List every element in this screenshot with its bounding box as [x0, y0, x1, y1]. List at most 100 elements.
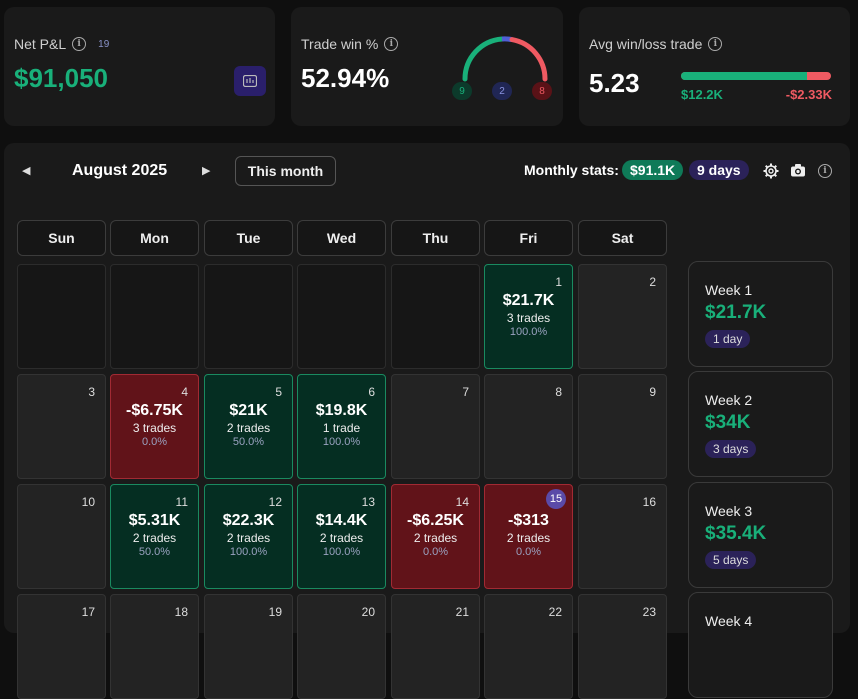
- monthly-days-badge: 9 days: [689, 160, 749, 180]
- day-trades: 1 trade: [322, 421, 361, 435]
- today-day-number: 15: [546, 489, 566, 509]
- calendar-day-21[interactable]: 21: [391, 594, 480, 699]
- calendar-day-8[interactable]: 8: [484, 374, 573, 479]
- day-number: 17: [81, 605, 95, 619]
- calendar-day-11[interactable]: 11 $5.31K 2 trades 50.0%: [110, 484, 199, 589]
- week-pnl: $34K: [705, 412, 751, 433]
- day-number: 8: [555, 385, 562, 399]
- day-trades: 2 trades: [319, 531, 364, 545]
- day-pnl: $21K: [229, 402, 268, 419]
- calendar-cell-empty: [204, 264, 293, 369]
- calendar-day-19[interactable]: 19: [204, 594, 293, 699]
- day-win-rate: 100.0%: [322, 546, 361, 558]
- weekday-header-wed: Wed: [297, 220, 386, 256]
- week-days-badge: 5 days: [705, 551, 757, 569]
- net-pnl-label: Net P&L: [14, 36, 67, 52]
- calendar-day-6[interactable]: 6 $19.8K 1 trade 100.0%: [297, 374, 386, 479]
- day-win-rate: 0.0%: [422, 546, 449, 558]
- breakeven-count-badge: 2: [492, 82, 512, 100]
- week-summary-4[interactable]: Week 4: [688, 592, 833, 698]
- day-pnl: $19.8K: [315, 402, 368, 419]
- avg-win-value: $12.2K: [681, 87, 723, 102]
- day-pnl: -$6.25K: [407, 512, 464, 529]
- win-rate-gauge: [462, 36, 548, 82]
- day-number: 9: [649, 385, 656, 399]
- day-number: 2: [649, 275, 656, 289]
- net-pnl-value: $91,050: [14, 63, 108, 93]
- info-icon[interactable]: i: [818, 164, 832, 178]
- info-icon[interactable]: i: [708, 37, 723, 51]
- week-days-badge: 1 day: [705, 330, 751, 348]
- calendar-day-13[interactable]: 13 $14.4K 2 trades 100.0%: [297, 484, 386, 589]
- calendar-day-2[interactable]: 2: [578, 264, 667, 369]
- calendar-day-1[interactable]: 1 $21.7K 3 trades 100.0%: [484, 264, 573, 369]
- calendar-cell-empty: [391, 264, 480, 369]
- day-number: 21: [455, 605, 469, 619]
- trade-win-label: Trade win %: [301, 36, 379, 52]
- calendar-day-7[interactable]: 7: [391, 374, 480, 479]
- camera-icon[interactable]: [790, 163, 806, 178]
- day-number: 13: [361, 495, 375, 509]
- calendar-day-20[interactable]: 20: [297, 594, 386, 699]
- calendar-day-10[interactable]: 10: [17, 484, 106, 589]
- day-trades: 3 trades: [506, 311, 551, 325]
- weekday-header-fri: Fri: [484, 220, 573, 256]
- avg-loss-value: -$2.33K: [785, 87, 832, 102]
- calendar-day-5[interactable]: 5 $21K 2 trades 50.0%: [204, 374, 293, 479]
- pnl-chart-button[interactable]: [234, 66, 266, 96]
- day-number: 3: [88, 385, 95, 399]
- day-win-rate: 100.0%: [509, 326, 548, 338]
- day-win-rate: 100.0%: [229, 546, 268, 558]
- net-pnl-count: 19: [98, 38, 110, 50]
- calendar-day-23[interactable]: 23: [578, 594, 667, 699]
- calendar-day-16[interactable]: 16: [578, 484, 667, 589]
- net-pnl-card: Net P&L i 19 $91,050: [4, 7, 275, 126]
- day-win-rate: 50.0%: [138, 546, 171, 558]
- calendar-day-22[interactable]: 22: [484, 594, 573, 699]
- calendar-day-18[interactable]: 18: [110, 594, 199, 699]
- winloss-bar: [681, 72, 831, 80]
- info-icon[interactable]: i: [72, 37, 87, 51]
- monthly-stats-label: Monthly stats:: [524, 162, 619, 178]
- day-win-rate: 0.0%: [141, 436, 168, 448]
- week-label: Week 3: [705, 503, 753, 519]
- calendar-day-17[interactable]: 17: [17, 594, 106, 699]
- day-trades: 2 trades: [506, 531, 551, 545]
- day-win-rate: 100.0%: [322, 436, 361, 448]
- week-days-badge: 3 days: [705, 440, 757, 458]
- day-trades: 2 trades: [132, 531, 177, 545]
- day-number: 1: [555, 275, 562, 289]
- day-win-rate: 0.0%: [515, 546, 542, 558]
- day-number: 14: [455, 495, 469, 509]
- gear-icon[interactable]: [763, 163, 779, 179]
- this-month-button[interactable]: This month: [235, 156, 336, 186]
- day-number: 18: [174, 605, 188, 619]
- calendar-cell-empty: [110, 264, 199, 369]
- day-pnl: -$313: [508, 512, 549, 529]
- day-number: 16: [642, 495, 656, 509]
- prev-month-button[interactable]: ◀: [22, 165, 31, 177]
- week-summary-2[interactable]: Week 2 $34K 3 days: [688, 371, 833, 477]
- calendar-cell-empty: [17, 264, 106, 369]
- week-pnl: $35.4K: [705, 523, 767, 544]
- week-summary-1[interactable]: Week 1 $21.7K 1 day: [688, 261, 833, 367]
- wins-count-badge: 9: [452, 82, 472, 100]
- losses-count-badge: 8: [532, 82, 552, 100]
- info-icon[interactable]: i: [384, 37, 399, 51]
- calendar-day-14[interactable]: 14 -$6.25K 2 trades 0.0%: [391, 484, 480, 589]
- month-title: August 2025: [72, 162, 168, 179]
- week-label: Week 4: [705, 613, 753, 629]
- weekday-header-tue: Tue: [204, 220, 293, 256]
- day-number: 10: [81, 495, 95, 509]
- week-summary-3[interactable]: Week 3 $35.4K 5 days: [688, 482, 833, 588]
- calendar-day-9[interactable]: 9: [578, 374, 667, 479]
- day-number: 6: [368, 385, 375, 399]
- calendar-day-12[interactable]: 12 $22.3K 2 trades 100.0%: [204, 484, 293, 589]
- calendar-day-3[interactable]: 3: [17, 374, 106, 479]
- next-month-button[interactable]: ▶: [202, 165, 211, 177]
- day-number: 11: [175, 495, 188, 509]
- calendar-day-15[interactable]: 15 -$313 2 trades 0.0%: [484, 484, 573, 589]
- day-pnl: $21.7K: [502, 292, 555, 309]
- calendar-day-4[interactable]: 4 -$6.75K 3 trades 0.0%: [110, 374, 199, 479]
- trade-win-value: 52.94%: [301, 63, 390, 93]
